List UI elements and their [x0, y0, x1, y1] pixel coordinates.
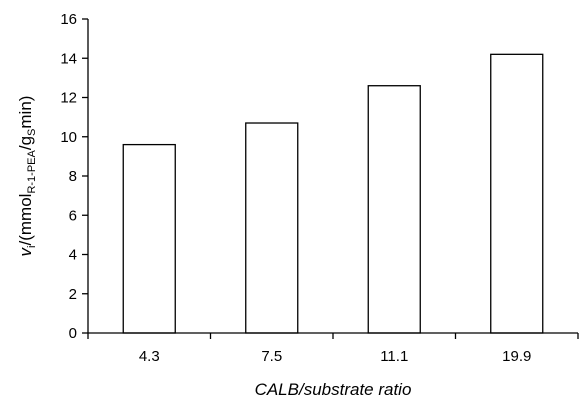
- y-axis-title-unit-subscript: R-1-PEA: [26, 149, 38, 193]
- bars: [122, 53, 544, 334]
- bar-11.1: [367, 85, 421, 334]
- y-axis-title-variable: v: [16, 246, 35, 256]
- y-axis-title-unit-subscript-2: S: [26, 129, 38, 136]
- y-axis-title-unit-end: min): [16, 96, 35, 129]
- x-tick-label: 4.3: [139, 348, 160, 365]
- y-tick-label: 2: [69, 286, 77, 303]
- y-tick-label: 14: [60, 50, 77, 67]
- x-tick-label: 7.5: [261, 348, 282, 365]
- y-axis-title: vi/(mmolR-1-PEA/gSmin): [16, 96, 38, 257]
- bar-7.5: [245, 122, 299, 334]
- y-tick-label: 4: [69, 247, 77, 264]
- x-tick-label: 19.9: [502, 348, 531, 365]
- bar-4.3: [122, 143, 176, 334]
- y-tick-label: 12: [60, 90, 77, 107]
- y-axis-title-unit-start: /(mmol: [16, 194, 35, 246]
- x-axis-title: CALB/substrate ratio: [255, 380, 412, 399]
- y-tick-label: 0: [69, 325, 77, 342]
- y-tick-label: 10: [60, 129, 77, 146]
- y-axis-title-unit-middle: /g: [16, 136, 35, 150]
- bar-19.9: [490, 53, 544, 334]
- x-axis-ticks: 4.3 7.5 11.1 19.9: [87, 333, 579, 365]
- y-axis-title-variable-subscript: i: [26, 246, 38, 248]
- y-axis-ticks: 0 2 4 6 8 10 12 14 16: [60, 11, 88, 342]
- y-tick-label: 8: [69, 168, 77, 185]
- y-tick-label: 6: [69, 207, 77, 224]
- y-tick-label: 16: [60, 11, 77, 28]
- x-tick-label: 11.1: [380, 348, 408, 365]
